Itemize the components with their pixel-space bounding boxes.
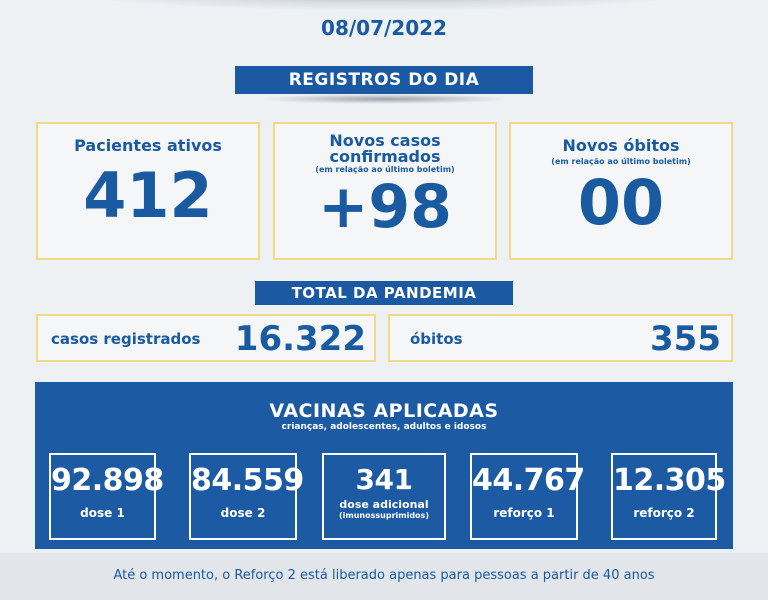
new-deaths-note: (em relação ao último boletim): [551, 157, 691, 166]
active-patients-card: Pacientes ativos 412: [36, 122, 260, 260]
vaccine-additional-dose-box: 341 dose adicional (imunossuprimidos): [322, 453, 446, 540]
new-deaths-value: 00: [577, 166, 665, 239]
footer-note: Até o momento, o Reforço 2 está liberado…: [113, 568, 655, 583]
vaccine-booster1-label: reforço 1: [493, 506, 555, 520]
footer-bar: [0, 553, 768, 600]
new-deaths-title: Novos óbitos: [562, 136, 680, 155]
new-deaths-card: Novos óbitos (em relação ao último bolet…: [509, 122, 733, 260]
new-cases-title-line1: Novos casos: [329, 131, 441, 150]
vaccine-booster1-box: 44.767 reforço 1: [470, 453, 585, 540]
new-cases-value: +98: [318, 172, 452, 242]
top-shadow-decoration: [60, 0, 708, 10]
total-cases-label: casos registrados: [51, 330, 201, 348]
vaccine-additional-dose-note: (imunossuprimidos): [339, 511, 429, 520]
total-deaths-box: óbitos 355: [388, 314, 733, 362]
daily-records-banner: REGISTROS DO DIA: [235, 66, 533, 94]
vaccine-dose1-box: 92.898 dose 1: [49, 453, 164, 540]
vaccine-booster1-value: 44.767: [472, 463, 585, 498]
banner-shadow: [260, 94, 510, 104]
new-cases-card: Novos casos confirmados (em relação ao ú…: [273, 122, 497, 260]
pandemic-total-banner: TOTAL DA PANDEMIA: [255, 281, 513, 305]
report-date: 08/07/2022: [321, 16, 447, 40]
vaccine-dose2-value: 84.559: [191, 463, 304, 498]
vaccine-booster2-box: 12.305 reforço 2: [611, 453, 726, 540]
vaccines-title: VACINAS APLICADAS: [269, 400, 499, 422]
vaccines-subtitle: crianças, adolescentes, adultos e idosos: [281, 422, 487, 432]
active-patients-title: Pacientes ativos: [74, 136, 222, 155]
vaccine-dose2-label: dose 2: [220, 506, 266, 520]
daily-records-banner-label: REGISTROS DO DIA: [288, 70, 480, 90]
total-cases-value: 16.322: [234, 319, 366, 359]
total-cases-box: casos registrados 16.322: [36, 314, 376, 362]
vaccine-booster2-value: 12.305: [613, 463, 726, 498]
vaccine-dose2-box: 84.559 dose 2: [189, 453, 304, 540]
pandemic-total-banner-label: TOTAL DA PANDEMIA: [291, 284, 477, 302]
new-cases-title-line2: confirmados: [329, 147, 441, 166]
active-patients-value: 412: [83, 159, 213, 232]
vaccine-booster2-label: reforço 2: [633, 506, 695, 520]
vaccine-dose1-label: dose 1: [80, 506, 125, 520]
total-deaths-value: 355: [650, 319, 721, 359]
vaccine-additional-dose-value: 341: [355, 463, 413, 496]
total-deaths-label: óbitos: [410, 330, 463, 348]
vaccine-additional-dose-label: dose adicional: [339, 498, 429, 511]
vaccine-dose1-value: 92.898: [51, 463, 164, 498]
vaccines-panel: VACINAS APLICADAS crianças, adolescentes…: [35, 382, 733, 549]
new-cases-note: (em relação ao último boletim): [315, 165, 455, 174]
